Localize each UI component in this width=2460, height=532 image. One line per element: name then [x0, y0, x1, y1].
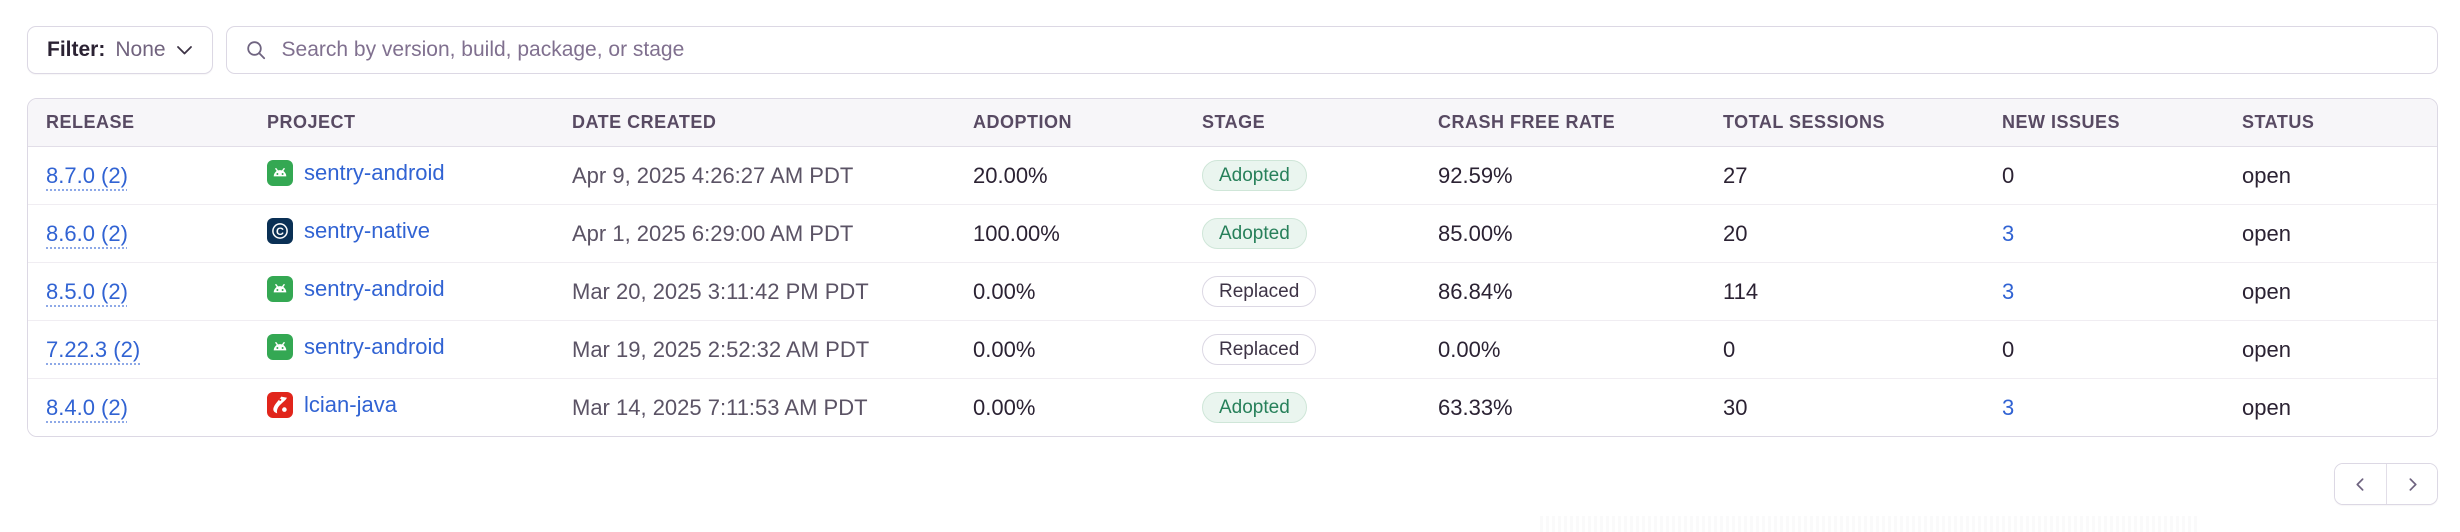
next-page-button[interactable] — [2386, 464, 2437, 504]
stage-badge: Adopted — [1202, 218, 1307, 249]
column-header-adoption: ADOPTION — [973, 112, 1073, 132]
stage-badge: Replaced — [1202, 334, 1317, 365]
column-header-project: PROJECT — [267, 112, 356, 132]
column-header-date-created: DATE CREATED — [572, 112, 717, 132]
project-link[interactable]: sentry-android — [267, 160, 445, 186]
date-created: Mar 19, 2025 2:52:32 AM PDT — [572, 336, 870, 362]
release-link[interactable]: 8.7.0 (2) — [46, 162, 128, 188]
release-link[interactable]: 7.22.3 (2) — [46, 336, 141, 362]
total-sessions-value: 30 — [1723, 394, 1748, 420]
svg-text:C: C — [276, 226, 284, 238]
new-issues-value: 0 — [2002, 336, 2015, 362]
crash-free-rate-value: 86.84% — [1438, 278, 1513, 304]
table-row: 8.6.0 (2) C sentry-native Apr 1, 2025 6:… — [28, 205, 2437, 263]
project-link[interactable]: sentry-android — [267, 334, 445, 360]
status-value: open — [2242, 336, 2291, 362]
faint-cutoff-artifact — [1540, 516, 2200, 532]
android-icon — [267, 334, 293, 360]
table-header-row: RELEASE PROJECT DATE CREATED ADOPTION ST… — [28, 99, 2437, 147]
column-header-total-sessions: TOTAL SESSIONS — [1723, 112, 1886, 132]
previous-page-button[interactable] — [2335, 464, 2386, 504]
project-name: lcian-java — [304, 392, 397, 417]
new-issues-link[interactable]: 3 — [2002, 278, 2015, 304]
pagination-controls — [2334, 463, 2438, 505]
status-value: open — [2242, 278, 2291, 304]
date-created: Apr 9, 2025 4:26:27 AM PDT — [572, 162, 854, 188]
filter-label: Filter: — [47, 38, 106, 61]
search-icon — [245, 39, 267, 61]
total-sessions-value: 0 — [1723, 336, 1736, 362]
project-link[interactable]: sentry-android — [267, 276, 445, 302]
date-created: Mar 14, 2025 7:11:53 AM PDT — [572, 394, 868, 420]
adoption-value: 0.00% — [973, 336, 1036, 362]
stage-badge: Adopted — [1202, 392, 1307, 423]
crash-free-rate-value: 63.33% — [1438, 394, 1513, 420]
new-issues-link[interactable]: 3 — [2002, 220, 2015, 246]
project-name: sentry-native — [304, 218, 430, 243]
adoption-value: 0.00% — [973, 278, 1036, 304]
release-link[interactable]: 8.4.0 (2) — [46, 394, 128, 420]
date-created: Apr 1, 2025 6:29:00 AM PDT — [572, 220, 854, 246]
new-issues-value: 0 — [2002, 162, 2015, 188]
project-link[interactable]: lcian-java — [267, 392, 397, 418]
column-header-status: STATUS — [2242, 112, 2315, 132]
column-header-release: RELEASE — [46, 112, 135, 132]
filter-dropdown-button[interactable]: Filter: None — [27, 26, 213, 74]
table-row: 8.5.0 (2) sentry-android Mar 20, 2025 3:… — [28, 263, 2437, 321]
chevron-left-icon — [2353, 477, 2368, 492]
android-icon — [267, 160, 293, 186]
filter-selected-value: None — [115, 38, 166, 61]
total-sessions-value: 27 — [1723, 162, 1748, 188]
adoption-value: 100.00% — [973, 220, 1060, 246]
status-value: open — [2242, 162, 2291, 188]
status-value: open — [2242, 220, 2291, 246]
release-link[interactable]: 8.6.0 (2) — [46, 220, 128, 246]
search-bar — [225, 26, 2438, 74]
crash-free-rate-value: 85.00% — [1438, 220, 1513, 246]
new-issues-link[interactable]: 3 — [2002, 394, 2015, 420]
crash-free-rate-value: 0.00% — [1438, 336, 1501, 362]
c-icon: C — [267, 218, 293, 244]
adoption-value: 0.00% — [973, 394, 1036, 420]
total-sessions-value: 20 — [1723, 220, 1748, 246]
table-row: 8.4.0 (2) lcian-java Mar 14, 2025 7:11:5… — [28, 379, 2437, 436]
date-created: Mar 20, 2025 3:11:42 PM PDT — [572, 278, 869, 304]
chevron-down-icon — [176, 45, 193, 56]
column-header-new-issues: NEW ISSUES — [2002, 112, 2121, 132]
project-name: sentry-android — [304, 334, 445, 359]
stage-badge: Adopted — [1202, 160, 1307, 191]
project-name: sentry-android — [304, 160, 445, 185]
column-header-stage: STAGE — [1202, 112, 1266, 132]
android-icon — [267, 276, 293, 302]
release-link[interactable]: 8.5.0 (2) — [46, 278, 128, 304]
project-link[interactable]: C sentry-native — [267, 218, 430, 244]
java-icon — [267, 392, 293, 418]
crash-free-rate-value: 92.59% — [1438, 162, 1513, 188]
toolbar: Filter: None — [27, 26, 2438, 74]
table-row: 7.22.3 (2) sentry-android Mar 19, 2025 2… — [28, 321, 2437, 379]
releases-table: RELEASE PROJECT DATE CREATED ADOPTION ST… — [27, 98, 2438, 437]
project-name: sentry-android — [304, 276, 445, 301]
stage-badge: Replaced — [1202, 276, 1317, 307]
total-sessions-value: 114 — [1723, 278, 1759, 304]
column-header-crash-free-rate: CRASH FREE RATE — [1438, 112, 1616, 132]
table-row: 8.7.0 (2) sentry-android Apr 9, 2025 4:2… — [28, 147, 2437, 205]
adoption-value: 20.00% — [973, 162, 1048, 188]
search-input[interactable] — [279, 37, 2419, 63]
status-value: open — [2242, 394, 2291, 420]
chevron-right-icon — [2405, 477, 2420, 492]
